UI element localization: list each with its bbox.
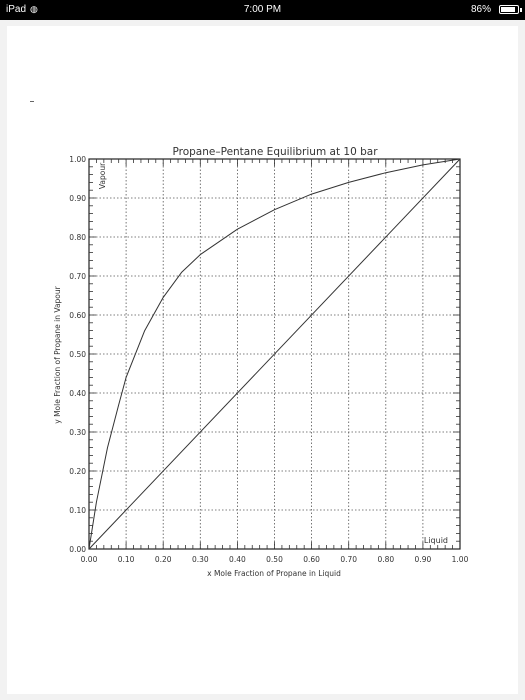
y-axis-label: y Mole Fraction of Propane in Vapour — [53, 285, 62, 423]
x-tick-label: 0.10 — [118, 555, 135, 564]
x-tick-label: 0.30 — [192, 555, 209, 564]
battery-icon — [499, 5, 522, 14]
x-tick-label: 0.90 — [415, 555, 432, 564]
x-tick-label: 0.70 — [340, 555, 357, 564]
y-tick-label: 0.10 — [69, 506, 86, 515]
y-tick-label: 0.70 — [69, 272, 86, 281]
x-tick-label: 1.00 — [452, 555, 469, 564]
wifi-icon: ◍ — [30, 4, 38, 14]
x-axis-label: x Mole Fraction of Propane in Liquid — [207, 569, 341, 578]
equilibrium-curve — [88, 158, 461, 550]
x-tick-label: 0.60 — [303, 555, 320, 564]
battery-percent: 86% — [470, 4, 491, 15]
clock: 7:00 PM — [243, 4, 282, 15]
y-tick-label: 0.60 — [69, 311, 86, 320]
y-tick-label: 0.50 — [69, 350, 86, 359]
tick-labels: 0.00 0.10 0.20 0.30 0.40 0.50 0.60 0.70 0.80 0.90… — [69, 155, 468, 564]
y-tick-label: 1.00 — [69, 155, 86, 164]
liquid-annotation: Liquid — [424, 536, 448, 545]
margin-mark — [30, 101, 34, 102]
data-marks — [88, 158, 461, 550]
minor-ticks — [89, 159, 460, 549]
x-tick-label: 0.00 — [81, 555, 98, 564]
y-tick-label: 0.20 — [69, 467, 86, 476]
chart-title: Propane–Pentane Equilibrium at 10 bar — [172, 146, 378, 158]
y-tick-label: 0.40 — [69, 389, 86, 398]
y-tick-label: 0.80 — [69, 233, 86, 242]
scanned-page — [7, 26, 518, 694]
vapour-annotation: Vapour — [98, 162, 107, 189]
battery-fill — [501, 7, 515, 12]
battery-nub — [520, 8, 522, 12]
status-bar: iPad ◍ 7:00 PM 86% — [0, 0, 525, 20]
y-tick-label: 0.30 — [69, 428, 86, 437]
x-tick-label: 0.40 — [229, 555, 246, 564]
x-tick-label: 0.80 — [377, 555, 394, 564]
x-tick-label: 0.20 — [155, 555, 172, 564]
y-tick-label: 0.90 — [69, 194, 86, 203]
diagonal-line — [88, 158, 461, 550]
device-label: iPad ◍ — [6, 4, 38, 15]
device-name: iPad — [6, 4, 27, 15]
x-tick-label: 0.50 — [266, 555, 283, 564]
y-tick-label: 0.00 — [69, 545, 86, 554]
